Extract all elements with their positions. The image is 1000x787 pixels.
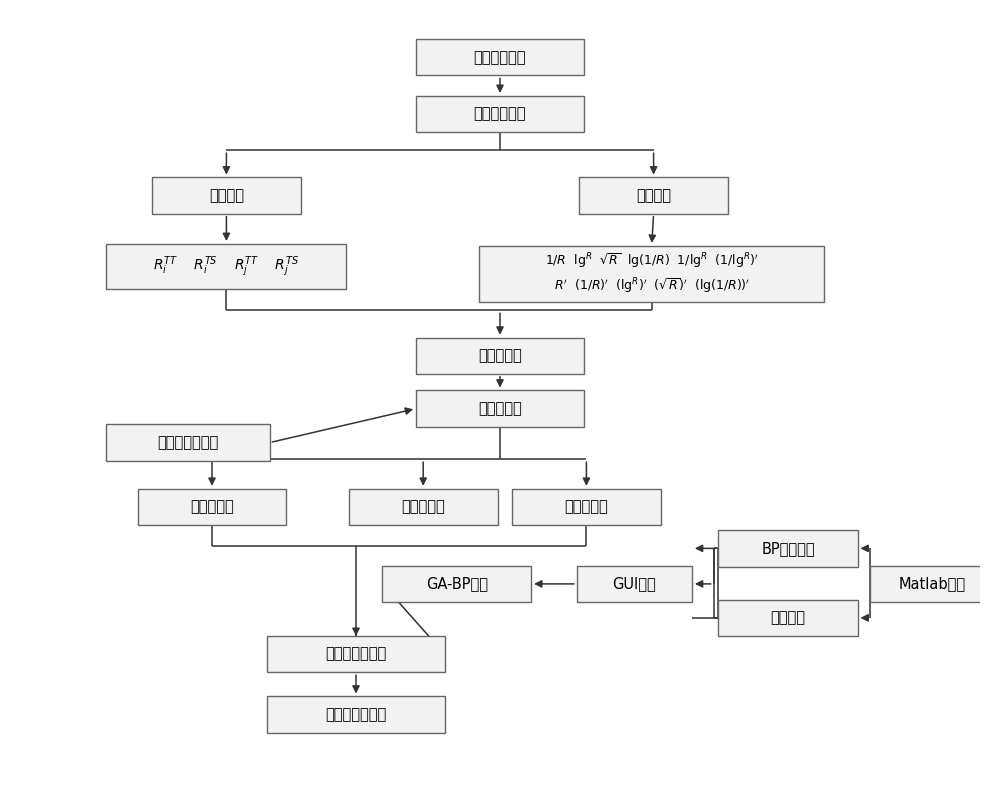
Text: $1/R$  $\mathrm{lg}^R$  $\sqrt{R}$  $\mathrm{lg}(1/R)$  $1/\mathrm{lg}^R$  $(1/\: $1/R$ $\mathrm{lg}^R$ $\sqrt{R}$ $\mathr… [545, 252, 759, 271]
Text: BP神经网络: BP神经网络 [761, 541, 815, 556]
Text: 验证样本集: 验证样本集 [565, 499, 608, 515]
FancyBboxPatch shape [267, 636, 445, 672]
FancyBboxPatch shape [870, 566, 994, 602]
Text: GUI设计: GUI设计 [613, 576, 656, 591]
Text: GA-BP模型: GA-BP模型 [426, 576, 488, 591]
Text: 测试样本集: 测试样本集 [401, 499, 445, 515]
FancyBboxPatch shape [479, 246, 824, 302]
FancyBboxPatch shape [267, 696, 445, 733]
FancyBboxPatch shape [416, 338, 584, 374]
Text: 速效钾反演模型: 速效钾反演模型 [325, 707, 387, 722]
Text: 遗传算法: 遗传算法 [770, 611, 806, 626]
FancyBboxPatch shape [577, 566, 692, 602]
Text: Matlab编程: Matlab编程 [898, 576, 966, 591]
FancyBboxPatch shape [718, 600, 858, 636]
FancyBboxPatch shape [106, 424, 270, 460]
FancyBboxPatch shape [512, 489, 661, 525]
FancyBboxPatch shape [416, 39, 584, 76]
FancyBboxPatch shape [416, 96, 584, 132]
Text: 样本数据集: 样本数据集 [478, 401, 522, 416]
Text: 波段提取: 波段提取 [209, 188, 244, 203]
Text: 模型训练与验证: 模型训练与验证 [325, 647, 387, 662]
Text: 原始数据处理: 原始数据处理 [474, 106, 526, 121]
FancyBboxPatch shape [382, 566, 531, 602]
FancyBboxPatch shape [349, 489, 498, 525]
Text: $R'$  $(1/R)'$  $(\mathrm{lg}^R)'$  $(\sqrt{R})'$  $(\mathrm{lg}(1/R))'$: $R'$ $(1/R)'$ $(\mathrm{lg}^R)'$ $(\sqrt… [554, 278, 750, 297]
Text: 速效钾实测数据: 速效钾实测数据 [157, 435, 219, 450]
FancyBboxPatch shape [152, 177, 301, 214]
Text: 数学变换: 数学变换 [636, 188, 671, 203]
Text: 原始数据获取: 原始数据获取 [474, 50, 526, 65]
Text: $R_i^{TT}$    $R_i^{TS}$    $R_j^{TT}$    $R_j^{TS}$: $R_i^{TT}$ $R_i^{TS}$ $R_j^{TT}$ $R_j^{T… [153, 254, 299, 279]
Text: 训练样本集: 训练样本集 [190, 499, 234, 515]
FancyBboxPatch shape [579, 177, 728, 214]
FancyBboxPatch shape [718, 530, 858, 567]
FancyBboxPatch shape [416, 390, 584, 427]
FancyBboxPatch shape [106, 244, 346, 290]
Text: 敏感性分析: 敏感性分析 [478, 348, 522, 364]
FancyBboxPatch shape [138, 489, 286, 525]
